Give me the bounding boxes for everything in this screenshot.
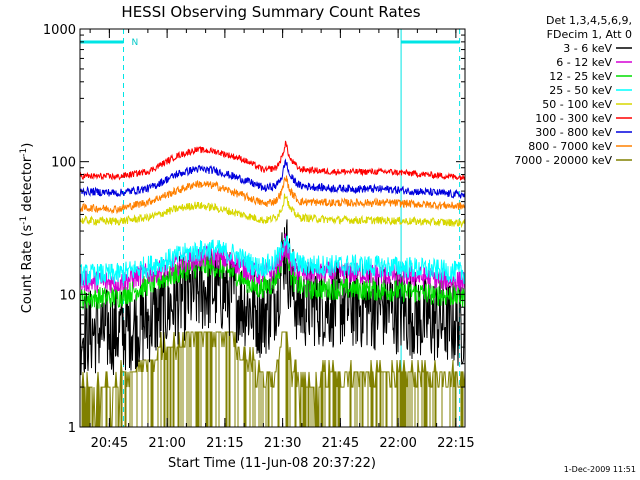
series-line [79, 234, 466, 287]
plot-area: N [79, 29, 466, 428]
legend-header-line-2: FDecim 1, Att 0 [547, 28, 632, 41]
legend: Det 1,3,4,5,6,9, FDecim 1, Att 0 3 - 6 k… [514, 14, 632, 167]
series-line [79, 175, 466, 215]
y-tick-label: 1000 [43, 23, 76, 38]
x-tick-label: 22:15 [437, 436, 474, 451]
legend-entry-label: 6 - 12 keV [556, 56, 612, 69]
legend-entry-label: 800 - 7000 keV [528, 140, 612, 153]
plot-frame [79, 28, 466, 428]
timestamp: 1-Dec-2009 11:51 [564, 465, 636, 474]
series-line [79, 193, 466, 229]
legend-entry-label: 300 - 800 keV [535, 126, 612, 139]
x-axis: 20:45 21:00 21:15 21:30 21:45 22:00 22:15 [89, 29, 475, 451]
x-tick-label: 21:15 [206, 436, 243, 451]
legend-entry-label: 100 - 300 keV [535, 112, 612, 125]
y-axis-label: Count Rate (s-1 detector-1) [19, 143, 35, 314]
legend-entry-label: 50 - 100 keV [542, 98, 612, 111]
x-tick-label: 20:45 [91, 436, 128, 451]
x-tick-label: 22:00 [379, 436, 416, 451]
legend-entry-label: 7000 - 20000 keV [514, 154, 612, 167]
legend-entry-label: 12 - 25 keV [549, 70, 612, 83]
night-label: N [132, 38, 139, 48]
y-tick-label: 10 [59, 288, 76, 303]
legend-entry-label: 3 - 6 keV [563, 42, 612, 55]
y-axis: 1 10 100 1000 [43, 23, 465, 436]
series-line [79, 140, 466, 181]
x-tick-label: 21:00 [148, 436, 185, 451]
series-line [79, 219, 466, 376]
series-line [79, 235, 466, 310]
series-line [79, 331, 466, 428]
x-tick-label: 21:30 [264, 436, 301, 451]
series-line [79, 158, 466, 199]
x-axis-label: Start Time (11-Jun-08 20:37:22) [168, 456, 376, 471]
y-tick-label: 1 [68, 421, 76, 436]
x-tick-label: 21:45 [322, 436, 359, 451]
legend-entry-label: 25 - 50 keV [549, 84, 612, 97]
y-tick-label: 100 [51, 156, 76, 171]
chart-title: HESSI Observing Summary Count Rates [121, 3, 420, 21]
legend-header-line-1: Det 1,3,4,5,6,9, [546, 14, 632, 27]
